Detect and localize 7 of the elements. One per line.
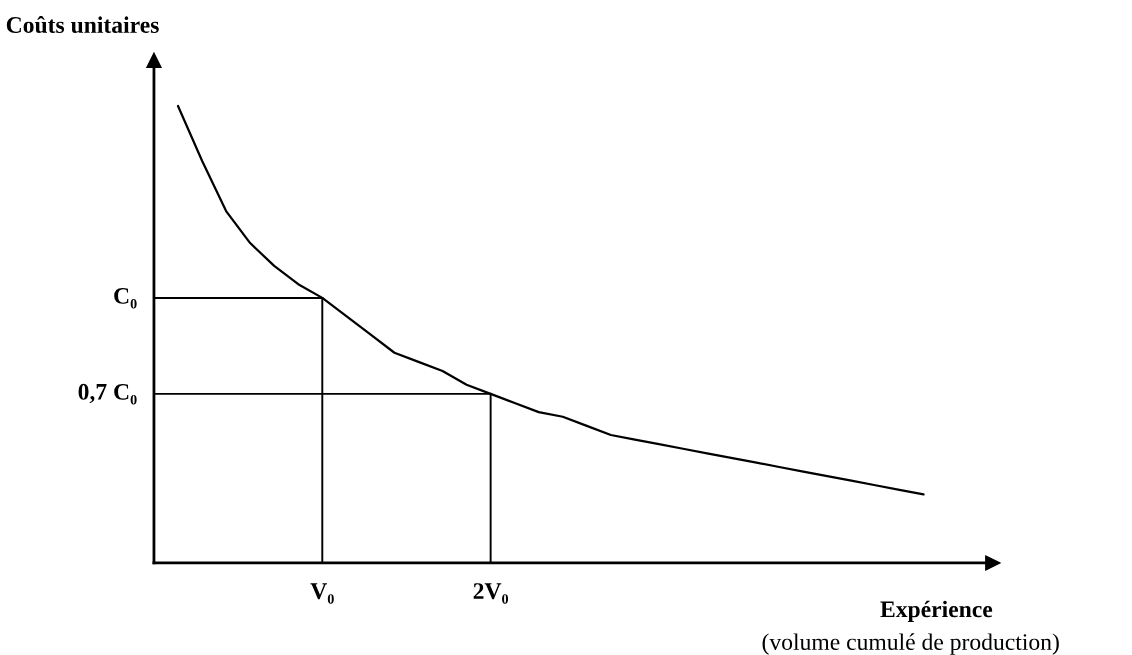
- x-axis-title: Expérience: [880, 600, 993, 623]
- ref-line-label: 0,7 C₀: [78, 383, 137, 405]
- x-tick-label: 2V₀: [473, 583, 509, 604]
- x-tick-label: V₀: [310, 583, 334, 604]
- text: (volume cumulé de production): [762, 633, 1059, 655]
- y-axis-title: Coûts unitaires: [6, 16, 159, 34]
- ref-line-label: C₀: [114, 287, 137, 309]
